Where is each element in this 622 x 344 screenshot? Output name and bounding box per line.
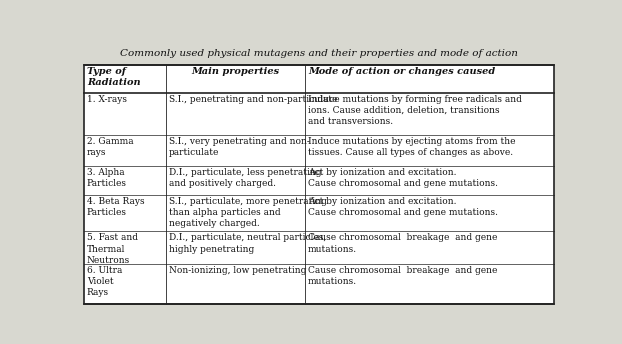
Text: S.I., very penetrating and non-
particulate: S.I., very penetrating and non- particul… bbox=[169, 137, 310, 157]
Text: 3. Alpha
Particles: 3. Alpha Particles bbox=[87, 168, 127, 188]
Text: 4. Beta Rays
Particles: 4. Beta Rays Particles bbox=[87, 197, 144, 217]
Text: S.I., penetrating and non-particulate: S.I., penetrating and non-particulate bbox=[169, 95, 338, 104]
Text: 6. Ultra
Violet
Rays: 6. Ultra Violet Rays bbox=[87, 266, 123, 297]
Text: Commonly used physical mutagens and their properties and mode of action: Commonly used physical mutagens and thei… bbox=[120, 49, 518, 58]
Text: Main properties: Main properties bbox=[191, 67, 279, 76]
Text: 5. Fast and
Thermal
Neutrons: 5. Fast and Thermal Neutrons bbox=[87, 234, 138, 265]
Text: Induce mutations by forming free radicals and
ions. Cause addition, deletion, tr: Induce mutations by forming free radical… bbox=[308, 95, 522, 126]
Text: 1. X-rays: 1. X-rays bbox=[87, 95, 127, 104]
Text: D.I., particulate, neutral particles,
highly penetrating: D.I., particulate, neutral particles, hi… bbox=[169, 234, 327, 254]
Text: Mode of action or changes caused: Mode of action or changes caused bbox=[308, 67, 495, 76]
Text: 2. Gamma
rays: 2. Gamma rays bbox=[87, 137, 134, 157]
Text: Act by ionization and excitation.
Cause chromosomal and gene mutations.: Act by ionization and excitation. Cause … bbox=[308, 197, 498, 217]
Text: Cause chromosomal  breakage  and gene
mutations.: Cause chromosomal breakage and gene muta… bbox=[308, 234, 498, 254]
Text: Act by ionization and excitation.
Cause chromosomal and gene mutations.: Act by ionization and excitation. Cause … bbox=[308, 168, 498, 188]
Text: Cause chromosomal  breakage  and gene
mutations.: Cause chromosomal breakage and gene muta… bbox=[308, 266, 498, 286]
Text: S.I., particulate, more penetrating
than alpha particles and
negatively charged.: S.I., particulate, more penetrating than… bbox=[169, 197, 327, 228]
Text: Induce mutations by ejecting atoms from the
tissues. Cause all types of changes : Induce mutations by ejecting atoms from … bbox=[308, 137, 516, 157]
Text: D.I., particulate, less penetrating
and positively charged.: D.I., particulate, less penetrating and … bbox=[169, 168, 322, 188]
Text: Type of
Radiation: Type of Radiation bbox=[87, 67, 141, 87]
Text: Non-ionizing, low penetrating: Non-ionizing, low penetrating bbox=[169, 266, 307, 275]
